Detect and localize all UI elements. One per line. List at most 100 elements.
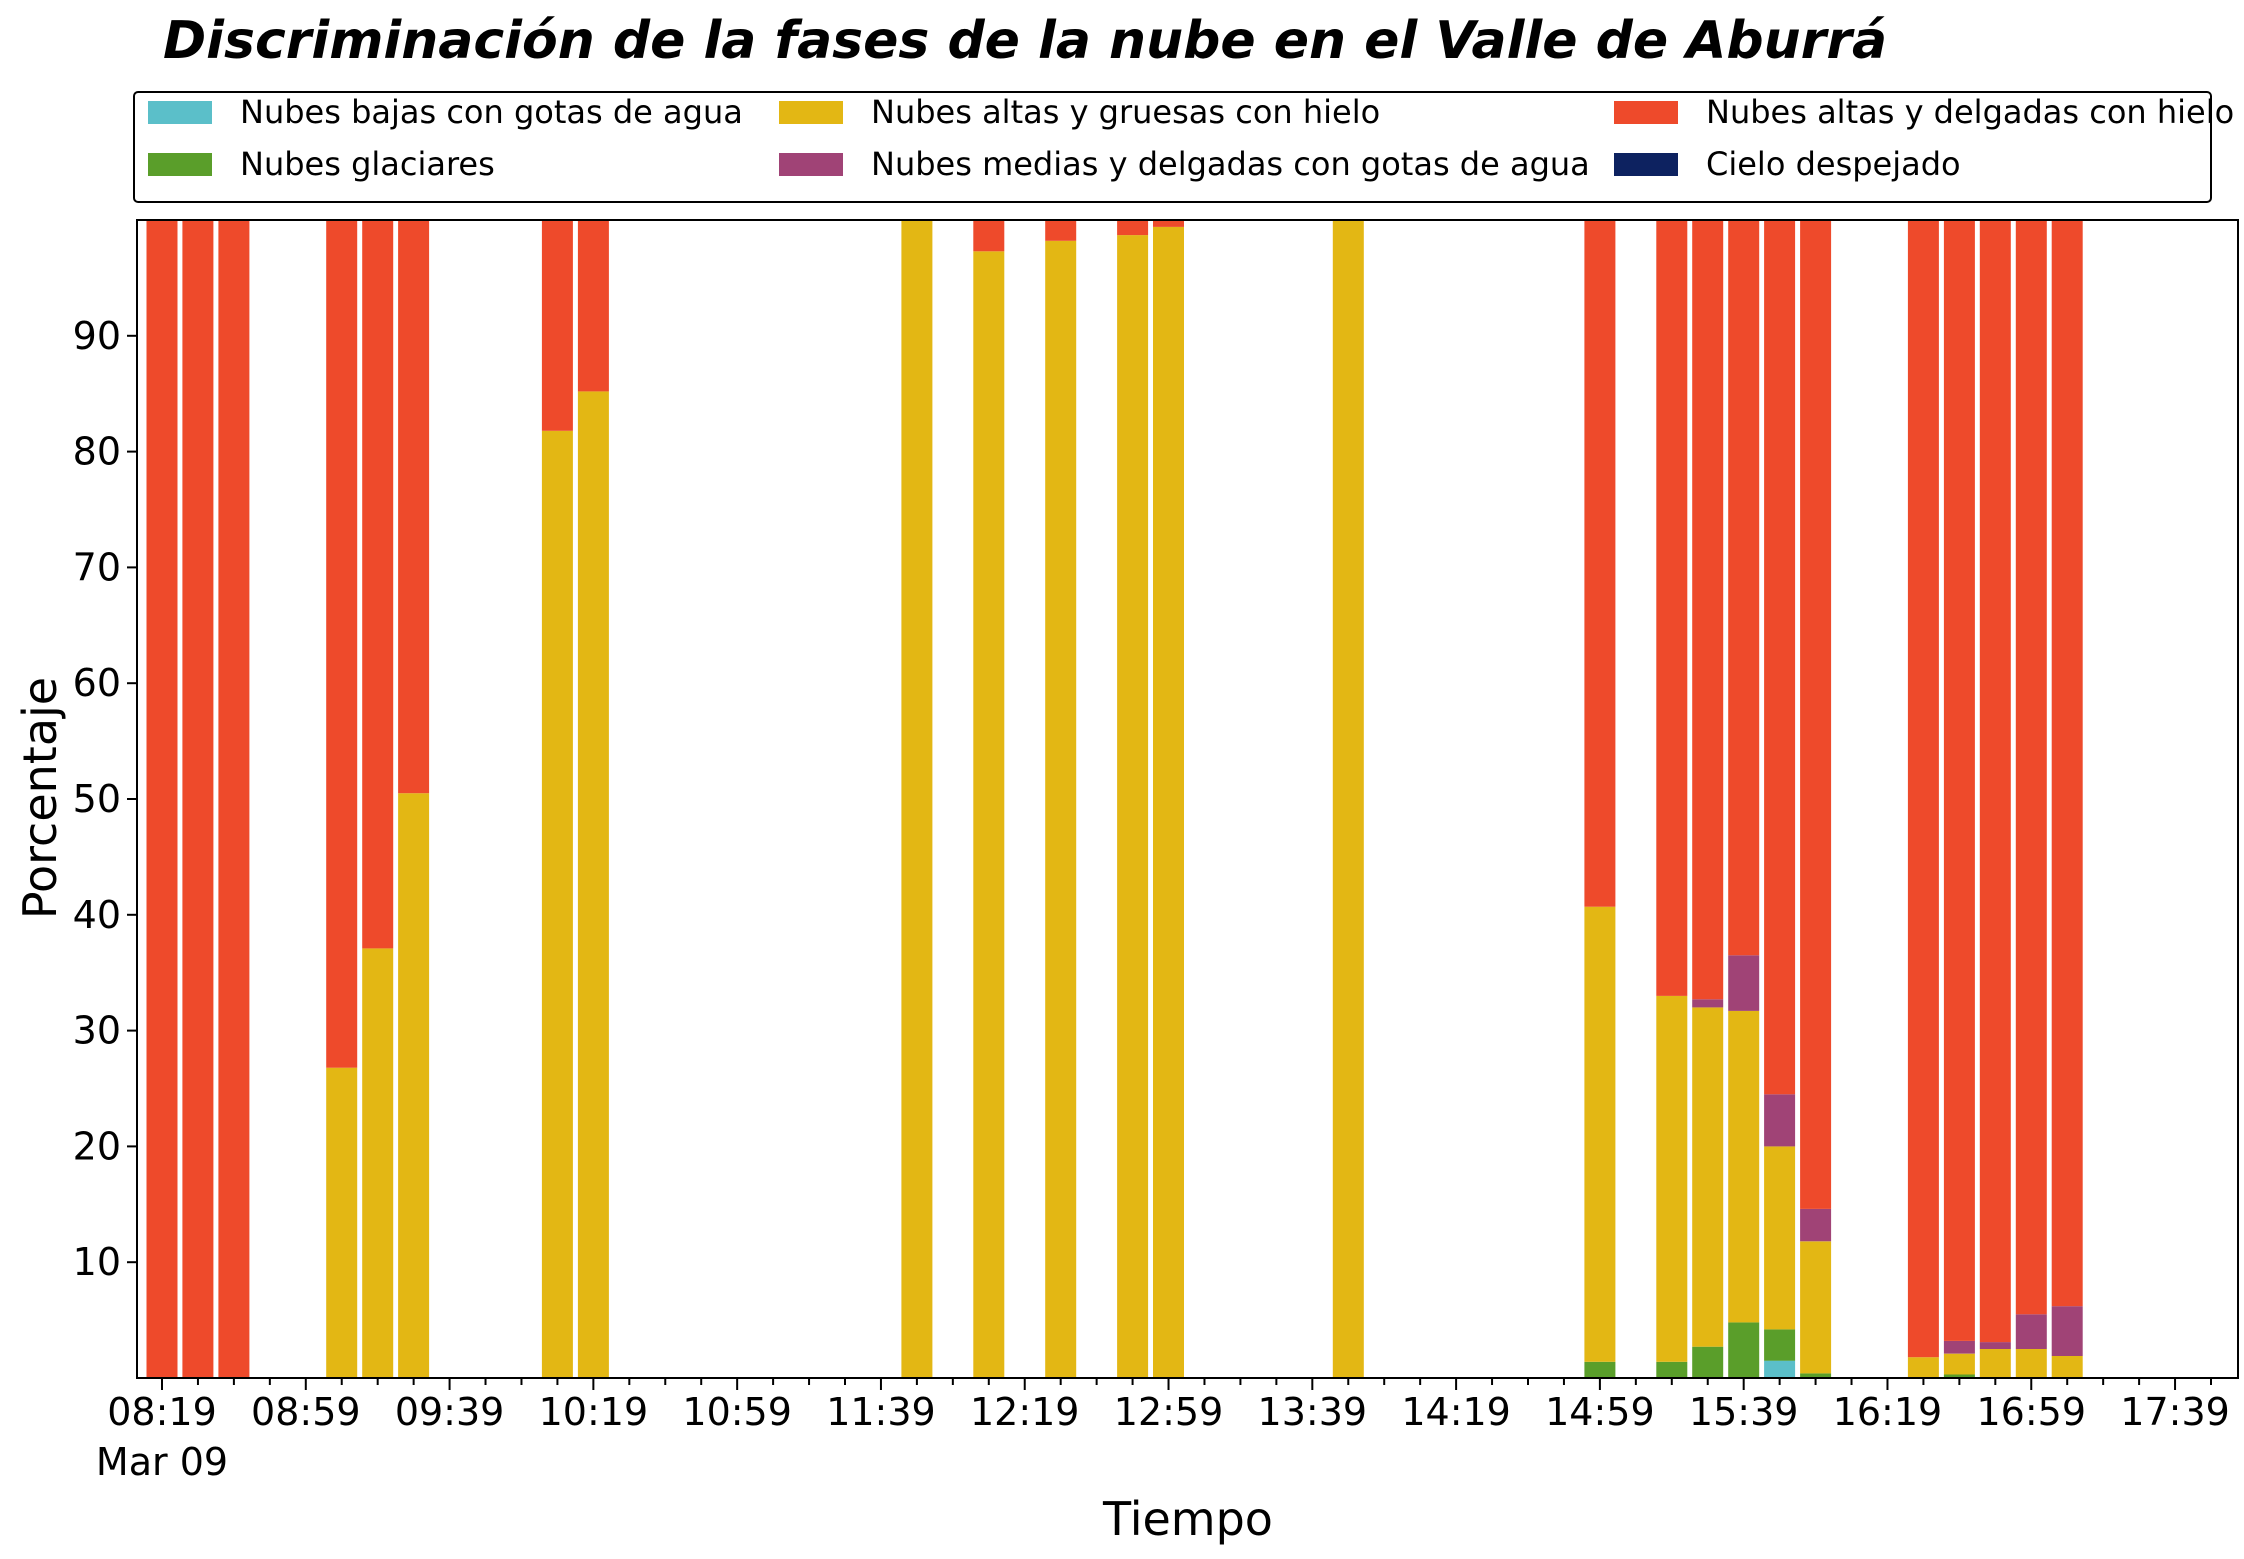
bar-segment-1629-s2 xyxy=(1907,1357,1939,1378)
bar-segment-1639-s4 xyxy=(1943,220,1975,1341)
bar-segment-1709-s3 xyxy=(2051,1306,2083,1356)
bar-segment-1249-s4 xyxy=(1117,220,1149,236)
bar-segment-1519-s2 xyxy=(1656,995,1688,1362)
x-tick-label: 16:59 xyxy=(1977,1390,2087,1434)
bar-segment-0929-s4 xyxy=(398,220,430,794)
bar-segment-1529-s2 xyxy=(1692,1007,1724,1347)
bar-segment-1459-s2 xyxy=(1584,906,1616,1362)
bar-segment-1529-s1 xyxy=(1692,1346,1724,1378)
y-tick-label: 40 xyxy=(73,893,121,937)
bar-segment-1349-s2 xyxy=(1332,220,1364,1378)
bar-segment-1229-s2 xyxy=(1045,240,1077,1378)
x-tick-label: 14:59 xyxy=(1545,1390,1655,1434)
x-tick-label: 08:59 xyxy=(251,1390,361,1434)
y-tick-label: 20 xyxy=(73,1124,121,1168)
y-tick-label: 90 xyxy=(73,314,121,358)
bar-segment-1459-s1 xyxy=(1584,1361,1616,1378)
bar-segment-1549-s3 xyxy=(1764,1094,1796,1147)
bar-segment-1659-s2 xyxy=(2015,1349,2047,1378)
bar-segment-1019-s4 xyxy=(577,220,609,392)
y-tick-label: 30 xyxy=(73,1009,121,1053)
y-axis-label: Porcentaje xyxy=(13,677,67,919)
bar-segment-1009-s2 xyxy=(541,430,573,1378)
bar-segment-1649-s3 xyxy=(1979,1342,2011,1349)
legend-swatch-1 xyxy=(148,153,212,176)
bar-segment-1709-s4 xyxy=(2051,220,2083,1307)
bar-segment-1639-s2 xyxy=(1943,1353,1975,1375)
x-tick-label: 12:19 xyxy=(970,1390,1080,1434)
y-tick-label: 80 xyxy=(73,430,121,474)
bar-segment-0929-s2 xyxy=(398,793,430,1378)
bar-segment-1539-s2 xyxy=(1728,1010,1760,1323)
bar-segment-1459-s4 xyxy=(1584,220,1616,907)
legend-swatch-3 xyxy=(779,153,843,176)
x-tick-label: 09:39 xyxy=(395,1390,505,1434)
bar-segment-1539-s4 xyxy=(1728,220,1760,956)
x-tick-label: 10:19 xyxy=(539,1390,649,1434)
bar-segment-1019-s2 xyxy=(577,391,609,1378)
bar-segment-1149-s2 xyxy=(901,220,933,1378)
bar-segment-1259-s2 xyxy=(1153,226,1184,1378)
legend-label-1: Nubes glaciares xyxy=(240,145,495,183)
bar-segment-1539-s3 xyxy=(1728,955,1760,1011)
bar-segment-1649-s2 xyxy=(1979,1349,2011,1378)
plot-area: 10 20 30 40 50 60 70 80 90 08:19 08:59 09:39 10:19 1… xyxy=(73,219,2239,1434)
x-tick-label: 10:59 xyxy=(682,1390,792,1434)
legend-swatch-4 xyxy=(1614,101,1678,124)
bar-segment-1549-s0 xyxy=(1764,1360,1796,1378)
bar-segment-1559-s2 xyxy=(1800,1241,1832,1374)
legend-label-4: Nubes altas y delgadas con hielo xyxy=(1706,93,2234,131)
bar-segment-1519-s1 xyxy=(1656,1361,1688,1378)
x-tick-label: 12:59 xyxy=(1114,1390,1224,1434)
bar-segment-1549-s2 xyxy=(1764,1146,1796,1330)
bar-segment-1259-s4 xyxy=(1153,220,1184,227)
bar-segment-1209-s2 xyxy=(973,251,1005,1378)
y-tick-label: 70 xyxy=(73,545,121,589)
legend-swatch-0 xyxy=(148,101,212,124)
bar-segment-0909-s2 xyxy=(326,1067,358,1378)
y-tick-label: 60 xyxy=(73,661,121,705)
bar-segment-1559-s4 xyxy=(1800,220,1832,1209)
chart-title: Discriminación de la fases de la nube en… xyxy=(163,11,1887,71)
legend-label-3: Nubes medias y delgadas con gotas de agu… xyxy=(871,145,1590,183)
bar-segment-0839-s4 xyxy=(218,220,250,1378)
bar-segment-0829-s4 xyxy=(182,220,214,1378)
bar-segment-1009-s4 xyxy=(541,220,573,431)
legend-swatch-2 xyxy=(779,101,843,124)
x-tick-label: 08:19 xyxy=(107,1390,217,1434)
legend-label-0: Nubes bajas con gotas de agua xyxy=(240,93,743,131)
legend: Nubes bajas con gotas de agua Nubes glaci… xyxy=(133,91,2234,203)
y-tick-label: 10 xyxy=(73,1240,121,1284)
bar-segment-1659-s4 xyxy=(2015,220,2047,1315)
x-tick-label: 11:39 xyxy=(826,1390,936,1434)
legend-frame xyxy=(133,91,2212,203)
x-tick-label: 13:39 xyxy=(1258,1390,1368,1434)
y-tick-label: 50 xyxy=(73,777,121,821)
bar-segment-1559-s1 xyxy=(1800,1373,1832,1378)
bar-segment-1629-s4 xyxy=(1907,220,1939,1358)
legend-label-2: Nubes altas y gruesas con hielo xyxy=(871,93,1380,131)
legend-label-5: Cielo despejado xyxy=(1706,145,1961,183)
bar-segment-1209-s4 xyxy=(973,220,1005,252)
bar-segment-0819-s4 xyxy=(146,220,178,1378)
x-tick-label: 15:39 xyxy=(1689,1390,1799,1434)
bar-segment-1639-s1 xyxy=(1943,1374,1975,1378)
x-tick-label: 17:39 xyxy=(2120,1390,2230,1434)
bar-segment-1649-s4 xyxy=(1979,220,2011,1343)
bar-segment-1709-s2 xyxy=(2051,1356,2083,1378)
bar-segment-1559-s3 xyxy=(1800,1208,1832,1242)
bar-segment-0909-s4 xyxy=(326,220,358,1068)
x-date-label: Mar 09 xyxy=(96,1440,228,1484)
bar-segment-0919-s4 xyxy=(362,220,394,949)
bar-segment-1229-s4 xyxy=(1045,220,1077,241)
bar-segment-1539-s1 xyxy=(1728,1322,1760,1378)
bar-segment-1529-s3 xyxy=(1692,999,1724,1008)
x-tick-label: 16:19 xyxy=(1833,1390,1943,1434)
x-axis-label: Tiempo xyxy=(1102,1492,1273,1546)
legend-swatch-5 xyxy=(1614,153,1678,176)
bar-segment-1529-s4 xyxy=(1692,220,1724,1000)
bar-segment-1519-s4 xyxy=(1656,220,1688,996)
x-tick-label: 14:19 xyxy=(1401,1390,1511,1434)
bar-segment-1549-s1 xyxy=(1764,1329,1796,1361)
